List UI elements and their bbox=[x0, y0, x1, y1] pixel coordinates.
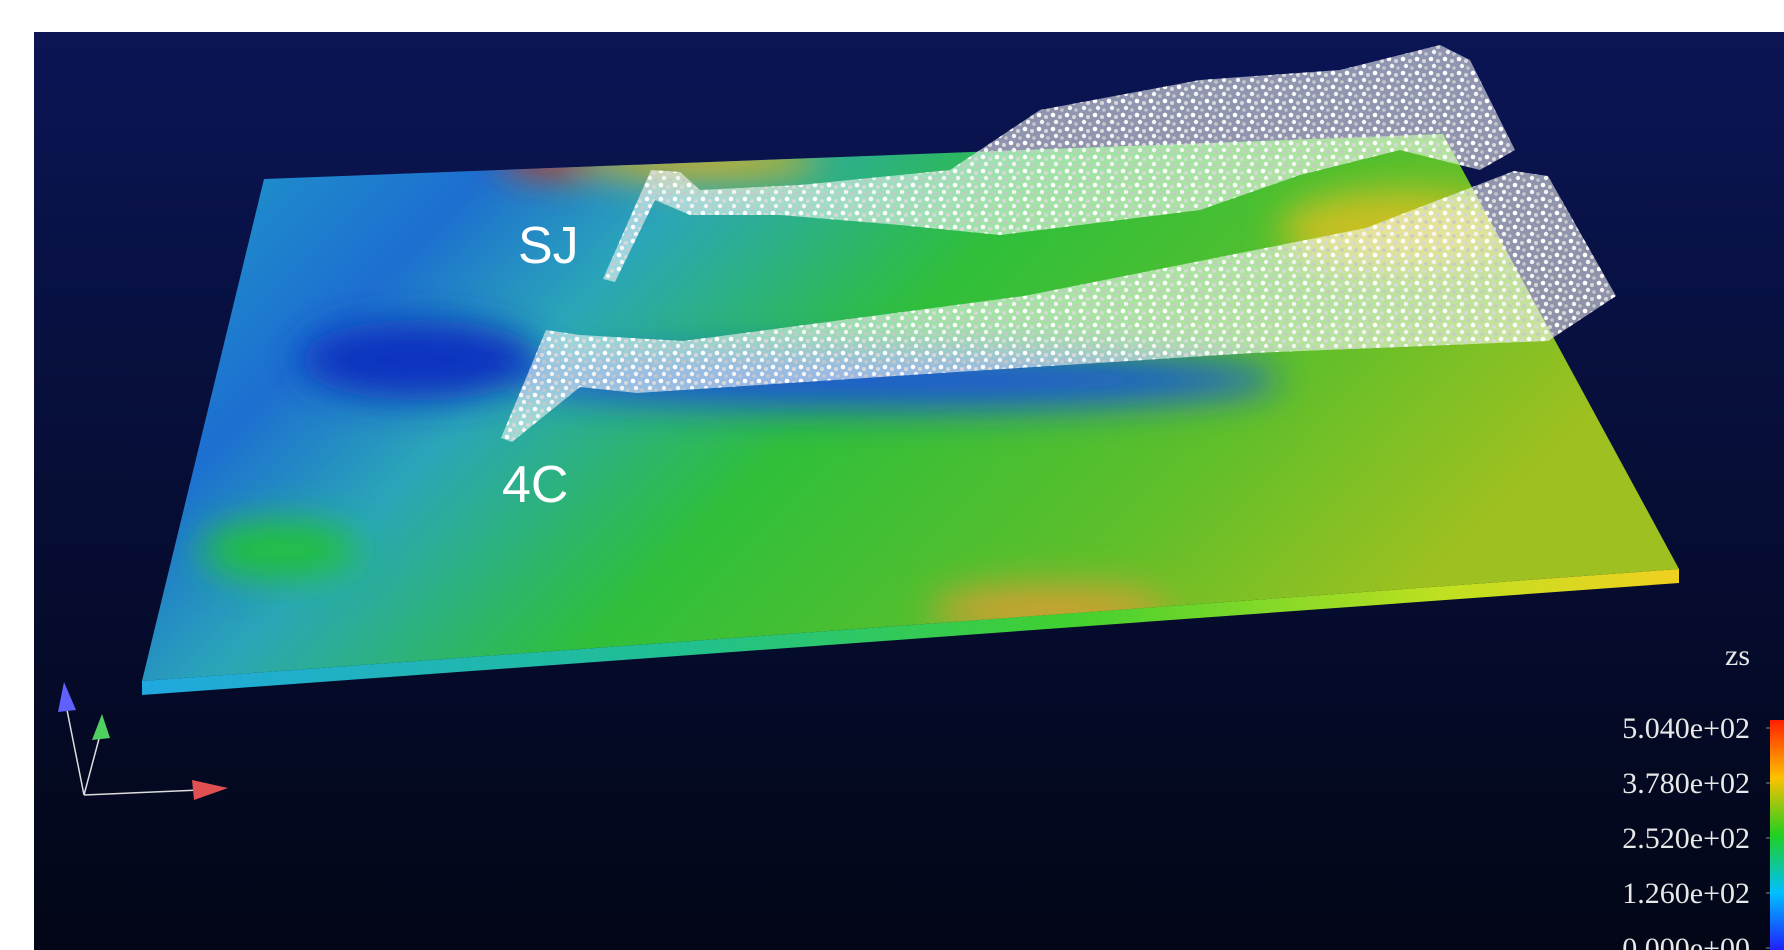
colorbar-tick-label: 5.040e+02 bbox=[1622, 712, 1750, 745]
colorbar-tick-label: 1.260e+02 bbox=[1622, 877, 1750, 910]
terrain-channel bbox=[300, 320, 540, 400]
visualization: SJ 4C zs 5.040e+02 3.780e+02 2.520e+02 1.26… bbox=[0, 0, 1784, 950]
body: SJ 4C zs 5.040e+02 3.780e+02 2.520e+02 1.26… bbox=[0, 0, 1784, 950]
colorbar-tick-label: 0.000e+00 bbox=[1622, 932, 1750, 950]
colorbar bbox=[1770, 720, 1784, 950]
colorbar-tick-label: 2.520e+02 bbox=[1622, 822, 1750, 855]
colorbar-title: zs bbox=[1725, 639, 1750, 672]
terrain-ridge bbox=[200, 520, 360, 580]
page: {"labels": ["SJ", "4C"], "colorbar": {"t… bbox=[0, 0, 1784, 950]
source-label: 4C bbox=[502, 456, 568, 514]
colorbar-tick-label: 3.780e+02 bbox=[1622, 767, 1750, 800]
source-label: SJ bbox=[518, 217, 579, 275]
